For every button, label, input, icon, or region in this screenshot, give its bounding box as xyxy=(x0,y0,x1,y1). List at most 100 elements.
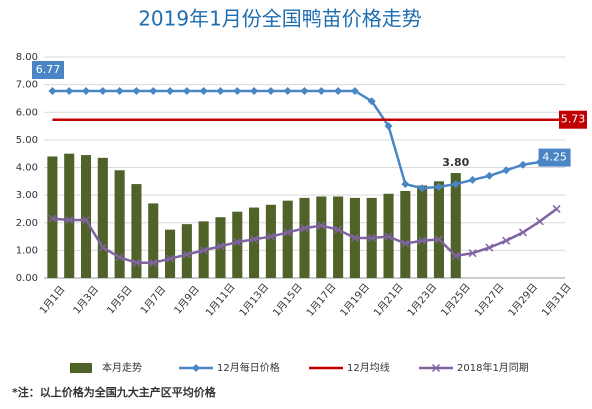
bar xyxy=(400,190,411,278)
data-label: 5.73 xyxy=(561,113,586,126)
point xyxy=(216,242,225,251)
x-tick-label: 1月15日 xyxy=(271,281,305,319)
point xyxy=(367,97,376,106)
point xyxy=(149,86,158,95)
legend-swatch xyxy=(70,363,92,373)
point xyxy=(334,225,343,234)
point xyxy=(132,258,141,267)
legend-label: 本月走势 xyxy=(102,361,142,374)
point xyxy=(485,171,494,180)
bar xyxy=(80,155,92,278)
bar xyxy=(433,181,444,278)
point xyxy=(431,363,441,373)
point xyxy=(384,232,393,241)
y-tick-label: 6.00 xyxy=(16,107,38,118)
point xyxy=(350,86,359,95)
x-tick-label: 1月31日 xyxy=(539,281,573,319)
data-label: 6.77 xyxy=(36,63,61,76)
point xyxy=(434,235,443,244)
point xyxy=(250,86,259,95)
bar xyxy=(114,170,125,278)
bar xyxy=(232,211,243,278)
point xyxy=(199,86,208,95)
point xyxy=(401,239,410,248)
x-tick-label: 1月7日 xyxy=(138,284,168,317)
x-tick-label: 1月21日 xyxy=(371,281,405,319)
point xyxy=(300,224,309,233)
y-tick-label: 3.00 xyxy=(16,190,38,201)
point xyxy=(132,86,141,95)
x-tick-label: 1月29日 xyxy=(506,281,540,319)
point xyxy=(233,238,242,247)
point xyxy=(199,246,208,255)
point xyxy=(317,86,326,95)
legend-label: 12月每日价格 xyxy=(217,361,280,374)
point xyxy=(468,249,477,258)
label-box xyxy=(32,60,64,79)
point xyxy=(115,86,124,95)
bar xyxy=(282,200,293,278)
x-tick-label: 1月3日 xyxy=(71,284,101,317)
point xyxy=(283,86,292,95)
bar xyxy=(215,217,226,278)
y-tick-label: 5.00 xyxy=(16,135,38,146)
point xyxy=(418,236,427,245)
bar xyxy=(165,229,176,278)
point xyxy=(552,204,561,213)
x-tick-label: 1月9日 xyxy=(172,284,202,317)
bar xyxy=(47,156,58,278)
bar xyxy=(316,196,327,278)
point xyxy=(401,180,410,189)
bar xyxy=(417,185,428,278)
point xyxy=(182,250,191,259)
y-tick-label: 8.00 xyxy=(16,52,38,63)
y-tick-label: 7.00 xyxy=(16,80,38,91)
label-box xyxy=(559,110,587,129)
x-tick-label: 1月27日 xyxy=(472,281,506,319)
bar xyxy=(131,184,142,278)
bar xyxy=(265,204,276,278)
point xyxy=(266,86,275,95)
point xyxy=(216,86,225,95)
point xyxy=(115,253,124,262)
x-tick-label: 1月23日 xyxy=(405,281,439,319)
x-tick-label: 1月1日 xyxy=(37,284,67,317)
data-label: 3.80 xyxy=(442,156,469,169)
legend-label: 12月均线 xyxy=(347,361,390,374)
data-label: 4.25 xyxy=(542,151,567,164)
footnote: *注：以上价格为全国九大主产区平均价格 xyxy=(12,385,217,399)
x-tick-label: 1月19日 xyxy=(338,281,372,319)
point xyxy=(65,215,74,225)
point xyxy=(182,86,191,95)
point xyxy=(166,86,175,95)
bar xyxy=(299,197,310,278)
point xyxy=(317,221,326,230)
x-tick-label: 1月13日 xyxy=(237,281,271,319)
point xyxy=(451,251,460,260)
point xyxy=(48,214,57,223)
label-box xyxy=(538,148,571,167)
point xyxy=(518,160,527,169)
y-tick-label: 4.00 xyxy=(16,163,38,174)
x-tick-label: 1月5日 xyxy=(105,284,135,317)
bar xyxy=(450,173,461,278)
x-tick-label: 1月17日 xyxy=(304,281,338,319)
bar xyxy=(249,207,260,278)
point xyxy=(192,364,200,372)
point xyxy=(81,215,91,225)
bar xyxy=(181,224,192,278)
point xyxy=(334,86,343,95)
legend-label: 2018年1月同期 xyxy=(457,361,529,374)
point xyxy=(468,175,477,184)
point xyxy=(166,254,175,263)
point xyxy=(82,86,91,95)
bar xyxy=(333,196,344,278)
point xyxy=(367,233,376,242)
point xyxy=(283,228,292,237)
y-tick-label: 1.00 xyxy=(16,245,38,256)
bar xyxy=(64,153,75,278)
bar xyxy=(148,203,159,278)
point xyxy=(502,236,511,245)
point xyxy=(350,233,359,242)
